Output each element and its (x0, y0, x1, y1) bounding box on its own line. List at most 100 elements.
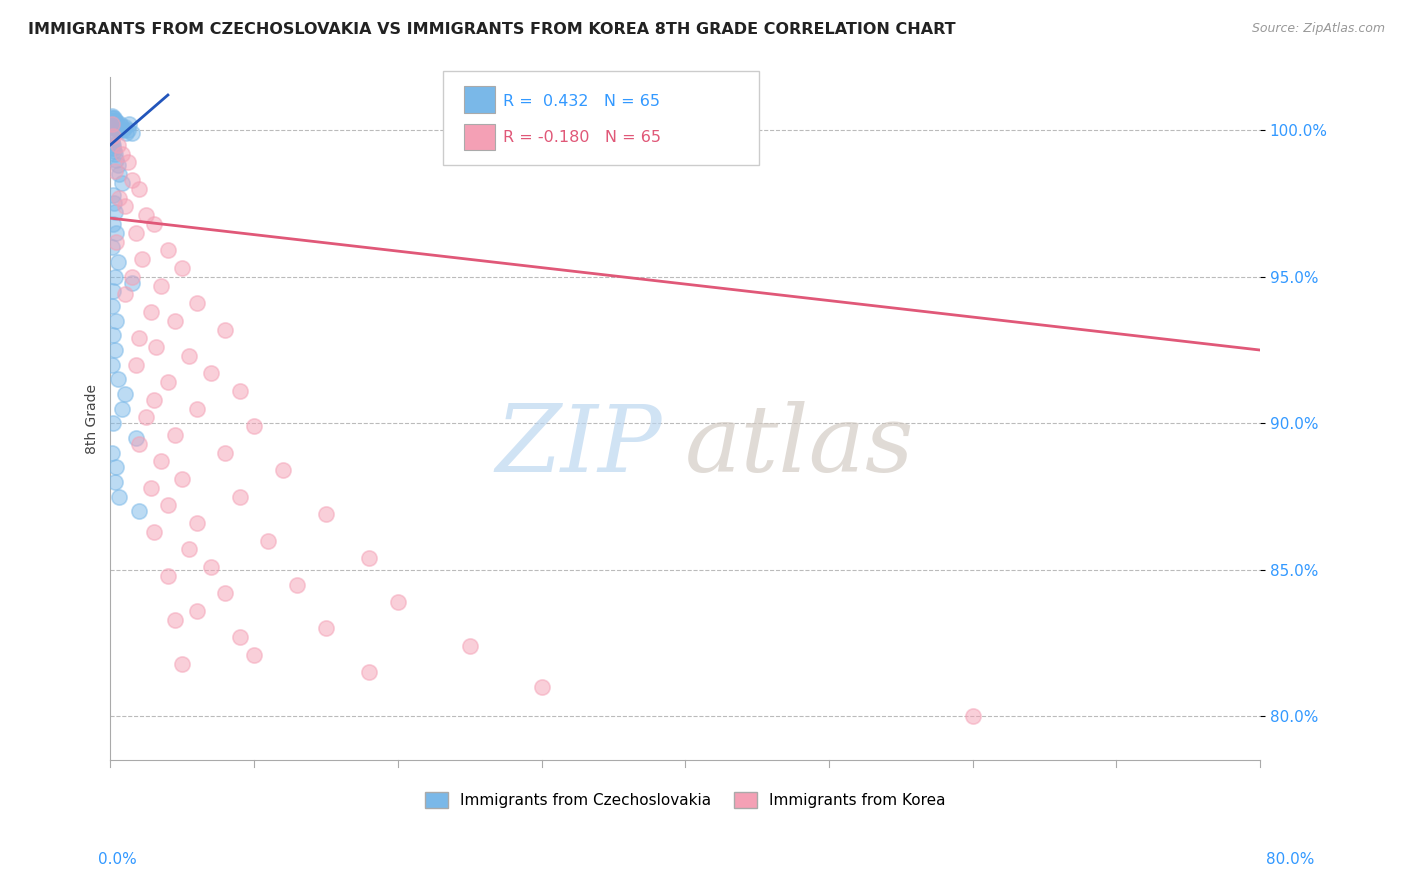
Point (125, 431, 148, 445)
Point (165, 613, 187, 627)
Point (104, 114, 127, 128)
Point (135, 410, 157, 425)
Point (103, 285, 125, 299)
Point (101, 328, 124, 343)
Point (121, 276, 143, 290)
Point (128, 437, 150, 451)
Point (104, 146, 127, 161)
Point (145, 340, 167, 354)
Point (131, 252, 153, 267)
Text: IMMIGRANTS FROM CZECHOSLOVAKIA VS IMMIGRANTS FROM KOREA 8TH GRADE CORRELATION CH: IMMIGRANTS FROM CZECHOSLOVAKIA VS IMMIGR… (28, 22, 956, 37)
Point (172, 260, 194, 275)
Point (100, 114, 122, 128)
Point (125, 226, 148, 240)
Point (128, 331, 150, 345)
Point (114, 199, 136, 213)
Point (107, 120, 129, 135)
Point (257, 533, 280, 548)
Point (214, 322, 236, 336)
Point (156, 244, 179, 258)
Point (142, 392, 165, 407)
Point (105, 226, 128, 240)
Point (200, 560, 222, 574)
Point (172, 657, 194, 671)
Point (186, 516, 208, 530)
Point (139, 481, 162, 495)
Point (111, 401, 134, 416)
Point (156, 376, 179, 390)
Point (315, 507, 337, 521)
Point (103, 217, 125, 231)
Point (962, 709, 984, 723)
Point (100, 358, 122, 372)
Text: R = -0.180   N = 65: R = -0.180 N = 65 (503, 130, 661, 145)
Y-axis label: 8th Grade: 8th Grade (86, 384, 100, 454)
Point (229, 490, 252, 504)
Point (101, 187, 124, 202)
Point (179, 349, 201, 363)
Point (149, 278, 172, 293)
Text: 0.0%: 0.0% (98, 852, 138, 867)
Point (357, 665, 380, 680)
Point (105, 117, 128, 131)
Point (105, 314, 128, 328)
Point (101, 135, 124, 149)
Point (229, 630, 252, 644)
Point (149, 454, 172, 468)
Point (111, 146, 134, 161)
Point (100, 132, 122, 146)
Point (110, 117, 132, 131)
Point (108, 123, 131, 137)
Point (243, 419, 266, 434)
Point (142, 524, 165, 539)
Text: Source: ZipAtlas.com: Source: ZipAtlas.com (1251, 22, 1385, 36)
Point (101, 299, 124, 313)
Point (107, 372, 129, 386)
Point (104, 269, 127, 284)
Point (101, 117, 124, 131)
Text: R =  0.432   N = 65: R = 0.432 N = 65 (503, 94, 661, 109)
Point (135, 208, 157, 222)
Point (165, 428, 187, 442)
Point (103, 144, 125, 158)
Point (108, 120, 131, 135)
Point (103, 117, 125, 131)
Point (112, 123, 135, 137)
Point (121, 126, 143, 140)
Point (105, 460, 128, 475)
Text: atlas: atlas (685, 401, 915, 491)
Point (530, 680, 553, 694)
Point (156, 499, 179, 513)
Point (114, 287, 136, 301)
Point (108, 191, 131, 205)
Point (214, 586, 236, 600)
Point (100, 112, 122, 126)
Point (200, 367, 222, 381)
Point (107, 123, 129, 137)
Point (107, 255, 129, 269)
Point (114, 387, 136, 401)
Point (214, 445, 236, 459)
Point (243, 648, 266, 662)
Point (104, 205, 127, 219)
Point (108, 167, 131, 181)
Point (108, 490, 131, 504)
Point (104, 117, 127, 131)
Point (101, 445, 124, 459)
Point (104, 164, 127, 178)
Text: ZIP: ZIP (495, 401, 662, 491)
Point (285, 577, 308, 591)
Point (104, 343, 127, 357)
Point (186, 604, 208, 618)
Point (105, 117, 128, 131)
Point (101, 240, 124, 254)
Point (105, 114, 128, 128)
Point (101, 114, 124, 128)
Point (101, 117, 124, 131)
Text: 80.0%: 80.0% (1267, 852, 1315, 867)
Point (111, 120, 134, 135)
Point (105, 235, 128, 249)
Point (105, 123, 128, 137)
Point (107, 137, 129, 152)
Point (107, 158, 129, 172)
